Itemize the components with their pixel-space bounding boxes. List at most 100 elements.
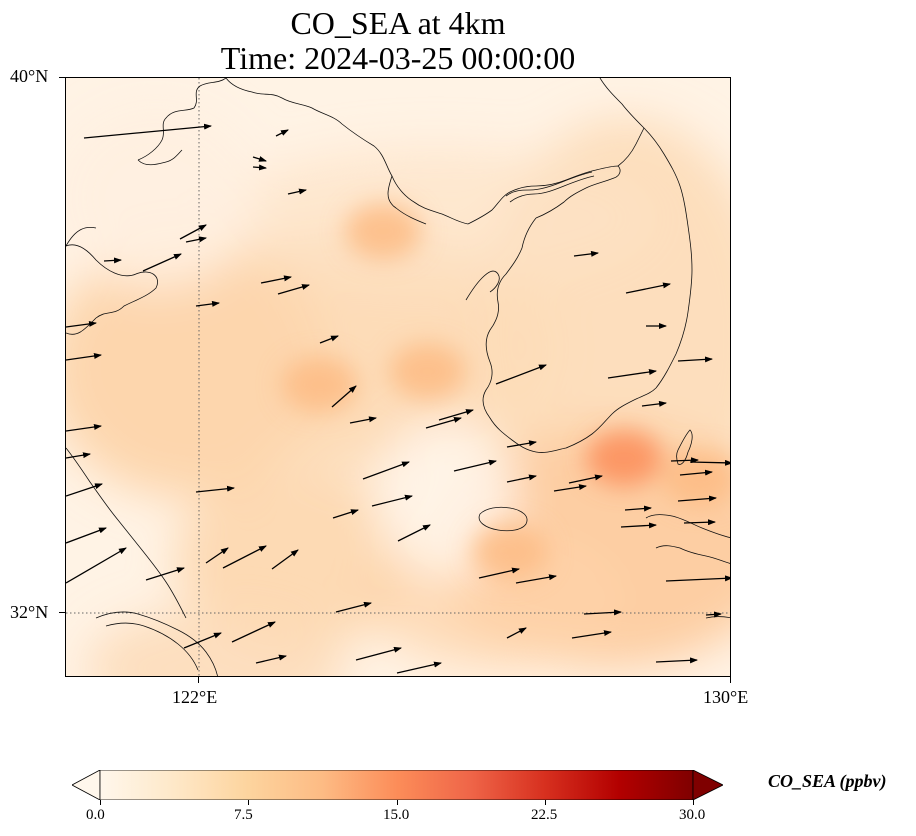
colorbar-tick-label: 22.5	[531, 807, 558, 823]
colorbar-tick-label: 0.0	[86, 807, 105, 823]
wind-arrow	[677, 495, 717, 502]
colorbar-tick-label: 30.0	[679, 807, 706, 823]
wind-arrow	[670, 457, 699, 464]
concentration-hotspot	[472, 523, 548, 580]
wind-arrow	[319, 335, 339, 344]
wind-arrow	[495, 364, 547, 385]
wind-arrow	[553, 484, 587, 492]
wind-arrow	[271, 549, 299, 570]
wind-arrow	[349, 416, 377, 424]
colorbar	[72, 770, 723, 800]
wind-arrow	[683, 519, 716, 526]
wind-arrow	[142, 253, 182, 272]
wind-arrow	[583, 609, 622, 616]
wind-arrow	[453, 459, 497, 472]
colorbar-tick-label: 15.0	[383, 807, 410, 823]
wind-arrow	[506, 474, 537, 483]
wind-arrow	[179, 224, 207, 240]
wind-arrow	[335, 601, 372, 613]
wind-arrow	[620, 522, 657, 529]
wind-arrow	[397, 524, 431, 542]
wind-arrow	[478, 567, 520, 579]
wind-arrow	[231, 621, 276, 643]
concentration-hotspot	[389, 343, 466, 400]
wind-arrow	[438, 409, 474, 421]
wind-arrow	[655, 657, 698, 664]
wind-arrow	[222, 545, 267, 569]
wind-arrow	[705, 611, 722, 618]
map-panel	[65, 77, 731, 677]
wind-arrow	[625, 282, 671, 294]
colorbar-tick-mark	[693, 800, 694, 805]
wind-arrow	[689, 459, 730, 466]
wind-arrow	[607, 369, 657, 379]
wind-arrow	[624, 505, 652, 512]
colorbar-extend-max	[692, 770, 723, 800]
lon-label-122e: 122°E	[172, 687, 218, 707]
chart-subtitle: Time: 2024-03-25 00:00:00	[220, 40, 576, 76]
wind-arrow	[396, 661, 442, 674]
wind-arrow	[506, 440, 537, 448]
colorbar-tick-mark	[248, 800, 249, 805]
colorbar-tick-mark	[100, 800, 101, 805]
wind-arrow	[66, 424, 102, 432]
wind-arrow	[425, 417, 462, 429]
concentration-hotspot	[345, 203, 422, 260]
colorbar-tick-mark	[545, 800, 546, 805]
colorbar-tick-label: 7.5	[234, 807, 253, 823]
wind-arrow	[568, 474, 603, 484]
coastlines	[66, 78, 730, 676]
wind-arrow	[277, 284, 310, 295]
wind-arrow	[362, 461, 410, 480]
co-concentration-field	[66, 78, 730, 676]
tick-mark-122e	[198, 677, 199, 683]
colorbar-gradient	[99, 770, 694, 800]
tick-mark-32n	[59, 612, 65, 613]
wind-arrow	[252, 156, 267, 162]
wind-arrow	[275, 129, 289, 137]
chart-title: CO_SEA at 4km	[290, 5, 506, 41]
concentration-hotspot	[281, 356, 358, 413]
wind-arrow	[205, 547, 229, 564]
wind-arrow	[66, 353, 102, 361]
wind-arrow	[195, 485, 235, 493]
wind-arrow	[677, 356, 713, 363]
wind-arrow	[255, 654, 287, 664]
wind-arrow	[331, 385, 357, 408]
map-canvas	[66, 78, 730, 676]
lon-label-130e: 130°E	[703, 687, 749, 707]
wind-arrow	[66, 547, 127, 584]
concentration-hotspot	[586, 430, 663, 486]
wind-arrow	[571, 630, 612, 639]
wind-arrow	[66, 483, 103, 497]
wind-arrow	[641, 400, 667, 407]
wind-arrow	[66, 452, 91, 459]
wind-arrow	[103, 257, 122, 264]
wind-arrow	[332, 509, 359, 519]
wind-arrow	[195, 300, 220, 307]
wind-arrow	[185, 236, 207, 243]
wind-arrow	[679, 469, 713, 476]
wind-arrow	[252, 164, 267, 171]
wind-arrow	[66, 527, 107, 544]
tick-mark-40n	[59, 77, 65, 78]
wind-arrow	[66, 320, 97, 328]
lat-label-32n: 32°N	[10, 602, 49, 622]
colorbar-tick-mark	[397, 800, 398, 805]
tick-mark-130e	[730, 677, 731, 683]
wind-arrow	[515, 574, 557, 584]
wind-arrow	[665, 575, 730, 582]
wind-arrow	[573, 250, 599, 257]
wind-arrow	[287, 188, 307, 195]
wind-arrow	[83, 123, 212, 139]
wind-arrow	[145, 567, 185, 581]
wind-arrow	[371, 494, 413, 507]
wind-arrow	[260, 275, 292, 284]
colorbar-label: CO_SEA (ppbv)	[768, 771, 887, 791]
wind-arrow	[183, 632, 222, 649]
wind-vectors	[66, 123, 730, 674]
lat-label-40n: 40°N	[10, 66, 49, 86]
wind-arrow	[355, 646, 402, 661]
colorbar-extend-min	[72, 770, 101, 800]
wind-arrow	[506, 627, 527, 639]
